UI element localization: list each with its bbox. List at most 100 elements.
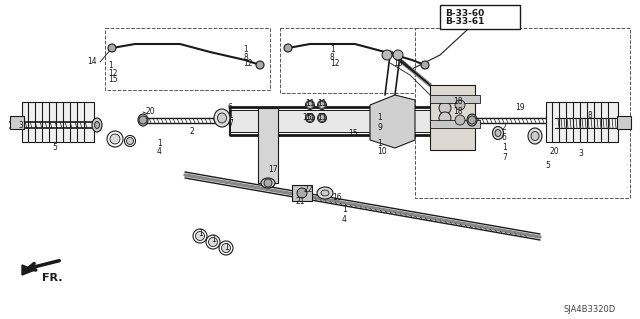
- Text: B-33-60: B-33-60: [445, 9, 484, 18]
- Circle shape: [468, 116, 476, 124]
- Text: 19: 19: [515, 102, 525, 112]
- Ellipse shape: [218, 113, 227, 123]
- Text: 8: 8: [587, 110, 592, 120]
- Bar: [258, 108, 278, 183]
- Text: 4: 4: [157, 146, 162, 155]
- Circle shape: [256, 61, 264, 69]
- Text: 14: 14: [88, 57, 97, 66]
- Circle shape: [139, 116, 147, 124]
- Text: 17: 17: [268, 166, 278, 174]
- Text: 20: 20: [550, 147, 559, 157]
- Text: 1: 1: [224, 242, 228, 251]
- Circle shape: [455, 115, 465, 125]
- Ellipse shape: [317, 114, 326, 122]
- Text: 1: 1: [198, 228, 203, 238]
- Ellipse shape: [110, 134, 120, 144]
- Text: 1: 1: [342, 205, 347, 214]
- Ellipse shape: [531, 131, 539, 140]
- Circle shape: [393, 50, 403, 60]
- Text: 3: 3: [578, 150, 583, 159]
- Ellipse shape: [317, 187, 333, 199]
- Text: 15: 15: [348, 129, 358, 137]
- Circle shape: [264, 179, 272, 187]
- Circle shape: [284, 44, 292, 52]
- Text: 8: 8: [243, 53, 248, 62]
- Text: 4: 4: [342, 216, 347, 225]
- Bar: [617, 116, 631, 129]
- Ellipse shape: [528, 128, 542, 144]
- Text: 1: 1: [377, 138, 381, 147]
- Ellipse shape: [467, 114, 477, 126]
- Ellipse shape: [221, 243, 230, 253]
- Polygon shape: [22, 265, 35, 275]
- Text: 2: 2: [189, 128, 195, 137]
- Ellipse shape: [206, 235, 220, 249]
- Text: 1: 1: [108, 62, 113, 70]
- Ellipse shape: [209, 238, 218, 247]
- Ellipse shape: [138, 114, 148, 126]
- Bar: [415, 28, 630, 198]
- Bar: [430, 95, 480, 103]
- Text: 1: 1: [330, 46, 335, 55]
- Ellipse shape: [493, 127, 504, 139]
- Text: B-33-61: B-33-61: [445, 18, 484, 26]
- Text: 7: 7: [502, 153, 507, 162]
- Text: 3: 3: [18, 121, 23, 130]
- Circle shape: [439, 102, 451, 114]
- Circle shape: [455, 100, 465, 110]
- Circle shape: [319, 115, 326, 122]
- Bar: [430, 120, 480, 128]
- Text: 9: 9: [377, 122, 382, 131]
- Ellipse shape: [305, 114, 314, 122]
- Text: 1: 1: [228, 112, 233, 121]
- Ellipse shape: [195, 232, 205, 241]
- Text: 11: 11: [305, 113, 315, 122]
- Ellipse shape: [214, 109, 230, 127]
- Text: 1: 1: [502, 144, 507, 152]
- Bar: [546, 102, 618, 142]
- Text: 12: 12: [243, 60, 253, 69]
- Bar: [430, 85, 475, 150]
- Circle shape: [421, 61, 429, 69]
- Text: 20: 20: [145, 108, 155, 116]
- Text: 1: 1: [377, 114, 381, 122]
- Text: 5: 5: [52, 144, 58, 152]
- Ellipse shape: [261, 178, 275, 188]
- Circle shape: [319, 101, 326, 108]
- Ellipse shape: [107, 131, 123, 147]
- Circle shape: [297, 188, 307, 198]
- Text: 11: 11: [317, 99, 327, 108]
- Polygon shape: [370, 95, 415, 148]
- Text: 1: 1: [243, 46, 248, 55]
- Bar: [230, 110, 440, 132]
- Ellipse shape: [305, 100, 314, 109]
- Text: 8: 8: [330, 53, 335, 62]
- Bar: [292, 185, 312, 201]
- Bar: [105, 28, 270, 90]
- Text: 18: 18: [453, 98, 463, 107]
- Ellipse shape: [321, 190, 329, 196]
- Ellipse shape: [495, 130, 501, 137]
- Ellipse shape: [219, 241, 233, 255]
- Text: 15: 15: [108, 76, 118, 85]
- Text: 6: 6: [502, 133, 507, 143]
- Text: 11: 11: [305, 99, 315, 108]
- Ellipse shape: [193, 229, 207, 243]
- Text: 16: 16: [332, 194, 342, 203]
- Text: 7: 7: [228, 120, 233, 129]
- Text: 6: 6: [228, 103, 233, 113]
- Bar: [22, 102, 94, 142]
- Text: 12: 12: [330, 60, 339, 69]
- Text: 12: 12: [108, 69, 118, 78]
- Text: SJA4B3320D: SJA4B3320D: [564, 306, 616, 315]
- Bar: [10, 116, 24, 129]
- Text: 15: 15: [302, 114, 312, 122]
- Text: 1: 1: [157, 138, 162, 147]
- Text: 21: 21: [296, 197, 305, 206]
- Circle shape: [307, 115, 314, 122]
- Bar: [440, 5, 520, 29]
- Ellipse shape: [92, 118, 102, 132]
- Circle shape: [108, 44, 116, 52]
- Text: 18: 18: [453, 107, 463, 115]
- Text: FR.: FR.: [42, 273, 62, 283]
